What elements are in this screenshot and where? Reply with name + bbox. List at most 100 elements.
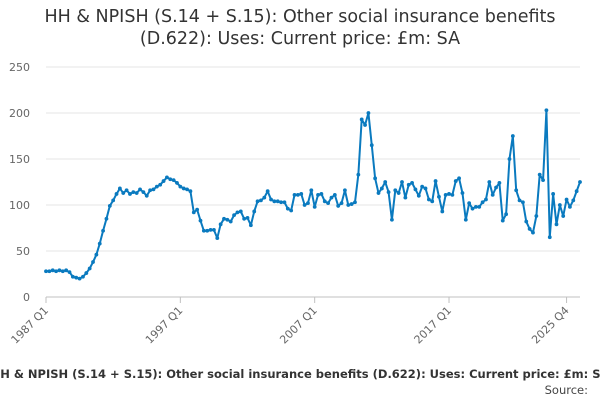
data-point [477, 204, 482, 209]
y-tick-label: 0 [23, 291, 30, 304]
data-point [275, 199, 280, 204]
data-point [272, 199, 277, 204]
x-axis: 1987 Q1 1997 Q1 2007 Q1 2017 Q1 2025 Q4 [9, 296, 580, 347]
data-point [437, 194, 441, 199]
data-point [403, 195, 408, 200]
data-point [91, 260, 95, 264]
y-tick-label: 250 [9, 61, 30, 74]
data-point [262, 195, 267, 200]
data-point [87, 266, 92, 271]
data-point [299, 192, 304, 196]
data-point [208, 227, 213, 232]
data-point [578, 180, 582, 184]
data-point [383, 180, 388, 184]
data-point [111, 198, 116, 203]
data-point [356, 172, 361, 177]
data-point [487, 180, 492, 184]
data-point [248, 223, 253, 228]
data-point [400, 180, 404, 184]
data-point [114, 192, 119, 196]
data-point [490, 192, 495, 197]
data-point [413, 187, 418, 192]
data-point [369, 143, 374, 148]
data-point [128, 192, 132, 196]
data-point [104, 216, 109, 221]
x-tick-label: 2017 Q1 [412, 304, 455, 347]
data-point [390, 217, 394, 222]
data-point [363, 123, 367, 127]
data-point [131, 190, 136, 195]
data-point [423, 186, 428, 191]
data-point [379, 186, 384, 191]
data-point [171, 178, 176, 183]
y-tick-label: 200 [9, 107, 30, 120]
data-point [289, 208, 294, 213]
data-point [50, 268, 55, 273]
data-point [500, 218, 505, 223]
data-point [373, 176, 378, 181]
legend: HH & NPISH (S.14 + S.15): Other social i… [0, 367, 600, 397]
data-point [396, 191, 401, 195]
data-point [107, 204, 112, 208]
y-axis-labels: 0 50 100 150 200 250 [9, 61, 30, 304]
data-point [64, 268, 69, 273]
data-point [191, 210, 196, 215]
data-point [238, 209, 243, 214]
data-point [353, 200, 357, 205]
data-point [44, 269, 48, 274]
x-tick-label: 2007 Q1 [277, 304, 320, 347]
data-point [322, 199, 327, 204]
data-point [551, 192, 556, 196]
data-point [151, 187, 156, 192]
data-point [185, 187, 189, 192]
data-point [524, 219, 529, 224]
y-tick-label: 50 [16, 245, 30, 258]
data-point [134, 191, 139, 195]
data-point [269, 197, 273, 202]
data-point [420, 184, 425, 189]
data-point [255, 199, 260, 204]
data-point [168, 177, 173, 182]
data-point [225, 217, 230, 222]
data-point [497, 181, 502, 185]
data-point [336, 204, 341, 208]
data-point [81, 274, 85, 279]
data-point [124, 188, 129, 193]
data-point [181, 186, 186, 191]
data-point [77, 276, 82, 281]
data-point [117, 186, 122, 191]
data-point [312, 204, 317, 209]
data-point [285, 206, 290, 211]
data-point [94, 252, 99, 257]
x-tick-label: 1987 Q1 [9, 304, 52, 347]
data-point [205, 228, 210, 233]
y-tick-label: 100 [9, 199, 30, 212]
data-point [212, 227, 216, 232]
data-point [309, 188, 314, 193]
data-point [74, 275, 79, 280]
data-point [443, 192, 448, 197]
data-point [359, 117, 364, 122]
data-point [484, 197, 488, 202]
data-point [473, 204, 478, 209]
data-point [343, 188, 347, 193]
data-point [316, 192, 320, 197]
data-point [453, 179, 458, 183]
data-point [534, 214, 539, 218]
data-point [547, 235, 552, 240]
data-point [517, 198, 522, 203]
data-point [561, 214, 566, 218]
data-point [161, 179, 166, 183]
data-point [144, 193, 149, 198]
data-point [349, 202, 354, 206]
data-point [571, 198, 576, 203]
data-point [521, 200, 525, 205]
data-point [67, 270, 72, 275]
data-point [376, 191, 381, 195]
chart-title: HH & NPISH (S.14 + S.15): Other social i… [0, 6, 600, 50]
data-point [386, 190, 391, 195]
data-point [245, 215, 250, 220]
data-point [463, 217, 468, 222]
data-point [433, 179, 438, 183]
data-point [292, 192, 297, 197]
